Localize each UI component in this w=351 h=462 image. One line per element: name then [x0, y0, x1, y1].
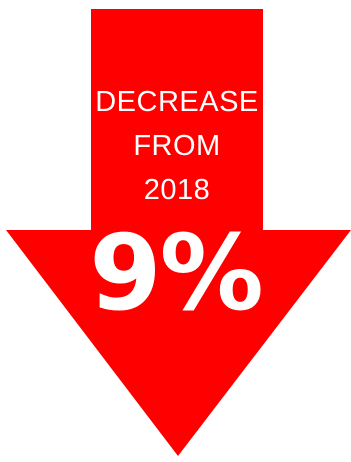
arrow-shape [6, 9, 351, 456]
caption-line-2: FROM [133, 130, 221, 162]
caption-line-3: 2018 [143, 174, 211, 206]
percentage-value: 9% [89, 212, 264, 334]
caption-line-1: DECREASE [95, 86, 259, 118]
decrease-caption: DECREASE FROM 2018 [88, 80, 266, 212]
